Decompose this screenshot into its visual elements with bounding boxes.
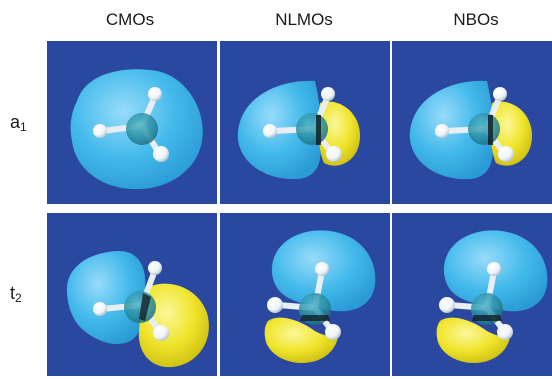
negative-lobe xyxy=(138,283,209,368)
node-plane xyxy=(472,315,502,321)
hydrogen-atom xyxy=(321,87,335,101)
hydrogen-atom xyxy=(153,325,169,341)
hydrogen-atom xyxy=(93,302,107,316)
column-header-nlmos: NLMOs xyxy=(275,10,333,29)
hydrogen-atom xyxy=(148,261,162,275)
node-plane xyxy=(139,293,151,321)
panel-t2-nbo xyxy=(392,213,552,376)
row-label-a1-symbol: a xyxy=(10,112,21,132)
hydrogen-atom xyxy=(148,87,162,101)
hydrogen-atom xyxy=(493,87,507,101)
carbon-atom xyxy=(296,113,328,145)
panel-a1-nlmo xyxy=(220,41,390,204)
panel-a1-cmo xyxy=(47,41,217,204)
positive-lobe xyxy=(66,250,146,345)
column-header-cmos: CMOs xyxy=(105,10,155,29)
carbon-atom xyxy=(468,113,500,145)
row-label-t2-subscript: 2 xyxy=(15,291,22,305)
row-label-t2-symbol: t xyxy=(10,283,16,303)
row-label-a1-subscript: 1 xyxy=(20,120,27,134)
hydrogen-atom xyxy=(439,297,455,313)
row-label-t2: t2 xyxy=(10,283,22,305)
hydrogen-atom xyxy=(315,262,329,276)
carbon-atom xyxy=(126,113,158,145)
node-plane xyxy=(316,115,321,145)
hydrogen-atom xyxy=(267,297,283,313)
hydrogen-atom xyxy=(153,146,169,162)
panel-t2-cmo xyxy=(47,213,217,376)
panel-t2-nlmo xyxy=(220,213,390,376)
hydrogen-atom xyxy=(93,124,107,138)
hydrogen-atom xyxy=(435,124,449,138)
panel-a1-nbo xyxy=(392,41,552,204)
negative-lobe xyxy=(436,317,510,363)
hydrogen-atom xyxy=(325,324,341,340)
hydrogen-atom xyxy=(497,324,513,340)
hydrogen-atom xyxy=(487,262,501,276)
negative-lobe xyxy=(264,317,338,363)
hydrogen-atom xyxy=(263,124,277,138)
row-label-a1: a1 xyxy=(10,112,27,134)
node-plane xyxy=(488,115,493,145)
column-header-nbos: NBOs xyxy=(453,10,499,29)
hydrogen-atom xyxy=(498,146,514,162)
node-plane xyxy=(300,315,330,321)
hydrogen-atom xyxy=(326,146,342,162)
